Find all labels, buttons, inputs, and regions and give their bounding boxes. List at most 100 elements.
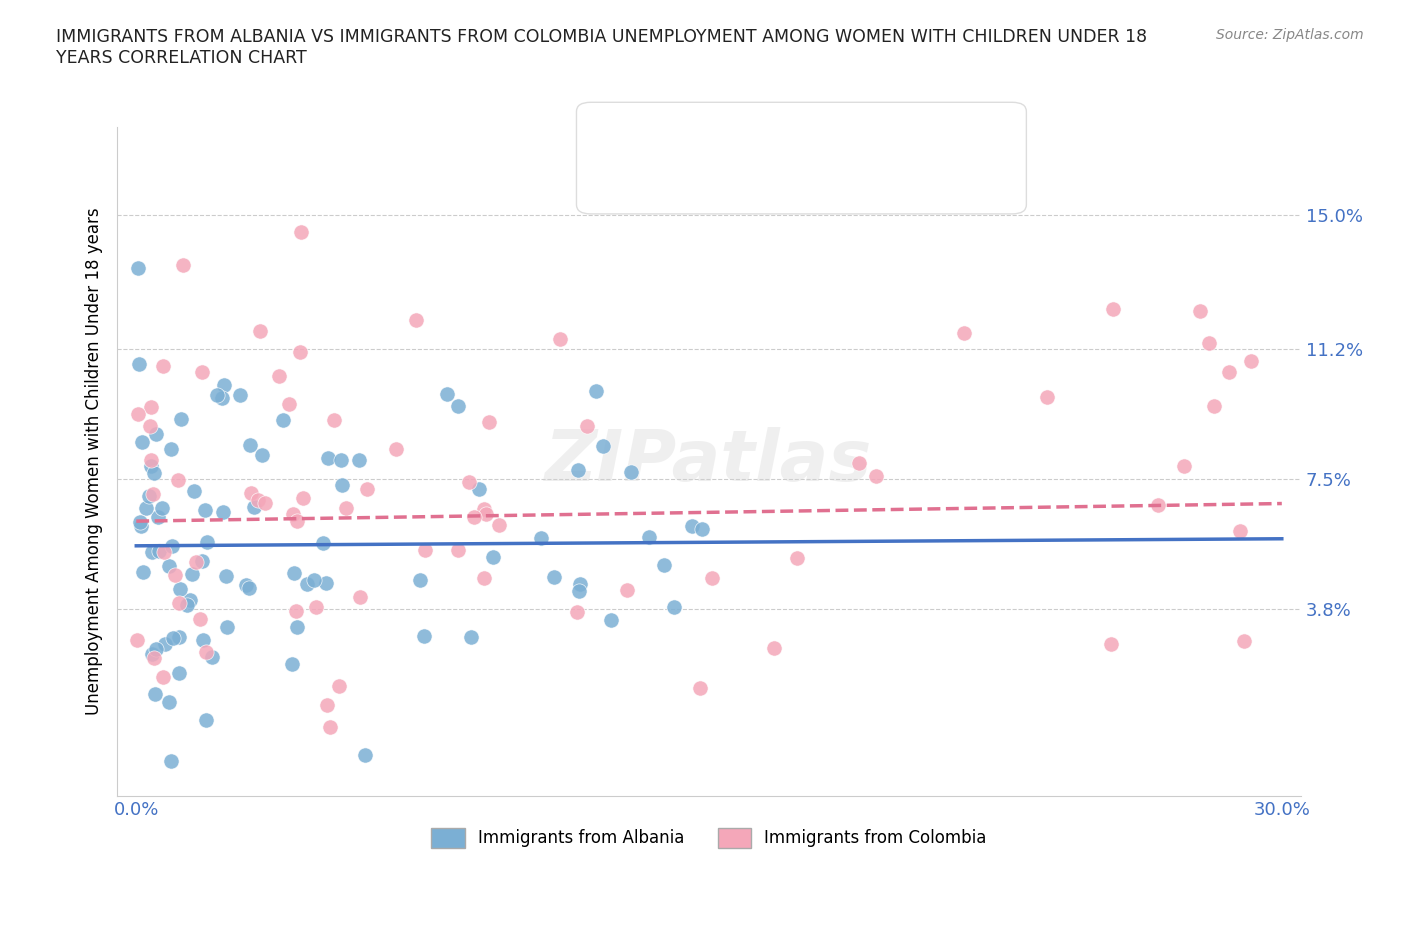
Point [180,567,202,582]
Point [153,636,176,651]
Point [543,570,565,585]
Point [160,538,183,553]
Text: R =  0.013    N = 85: R = 0.013 N = 85 [647,133,828,152]
Point [145,686,167,701]
Point [1240,353,1263,368]
Point [475,506,498,521]
Point [1173,458,1195,473]
Point [1102,301,1125,316]
Point [165,567,187,582]
Point [600,613,623,628]
Point [295,577,318,591]
Point [1198,336,1220,351]
Point [285,619,308,634]
Point [319,720,342,735]
Point [148,543,170,558]
Point [195,644,218,659]
Point [413,543,436,558]
Point [238,580,260,595]
Point [267,368,290,383]
Point [135,500,157,515]
Point [167,630,190,644]
Point [157,559,180,574]
Point [150,501,173,516]
Point [550,331,572,346]
Point [1232,633,1254,648]
Point [243,499,266,514]
Point [458,475,481,490]
Point [160,753,183,768]
Point [143,466,166,481]
Point [139,458,162,473]
Point [235,578,257,592]
Point [478,415,501,430]
Point [865,469,887,484]
Point [1202,398,1225,413]
Point [138,418,160,433]
Point [212,378,235,392]
Point [145,427,167,442]
Point [316,450,339,465]
Point [681,519,703,534]
Point [176,597,198,612]
Point [250,447,273,462]
Point [283,507,305,522]
Point [146,510,169,525]
Point [652,557,675,572]
Point [463,509,485,524]
Y-axis label: Unemployment Among Women with Children Under 18 years: Unemployment Among Women with Children U… [86,207,103,715]
Point [128,514,150,529]
Point [567,462,589,477]
Point [488,518,510,533]
Point [141,545,163,560]
Point [412,628,434,643]
Point [169,581,191,596]
Point [195,534,218,549]
Point [195,713,218,728]
Point [953,326,976,340]
Point [141,399,163,414]
Point [129,518,152,533]
Point [229,387,252,402]
Point [127,406,149,421]
Point [141,453,163,468]
Point [283,565,305,580]
Point [141,646,163,661]
Point [190,553,212,568]
Point [191,365,214,379]
Point [152,670,174,684]
Point [1147,498,1170,512]
Point [1035,390,1057,405]
Point [290,225,312,240]
Point [1099,636,1122,651]
Point [763,641,786,656]
Point [288,344,311,359]
Point [311,536,333,551]
Point [291,490,314,505]
Point [179,592,201,607]
Point [690,521,713,536]
Point [145,642,167,657]
Point [249,324,271,339]
Point [1218,365,1240,379]
Point [246,492,269,507]
Point [128,357,150,372]
Point [347,453,370,468]
Point [127,260,149,275]
Point [214,568,236,583]
Text: Source: ZipAtlas.com: Source: ZipAtlas.com [1216,28,1364,42]
Point [170,412,193,427]
Point [280,657,302,671]
Point [167,666,190,681]
Point [215,619,238,634]
Point [356,481,378,496]
Point [142,486,165,501]
Text: ZIPatlas: ZIPatlas [546,427,873,496]
Point [166,472,188,487]
Point [567,604,589,619]
Point [700,571,723,586]
Point [305,599,328,614]
Point [315,698,337,712]
Point [191,632,214,647]
Legend: Immigrants from Albania, Immigrants from Colombia: Immigrants from Albania, Immigrants from… [425,821,994,855]
